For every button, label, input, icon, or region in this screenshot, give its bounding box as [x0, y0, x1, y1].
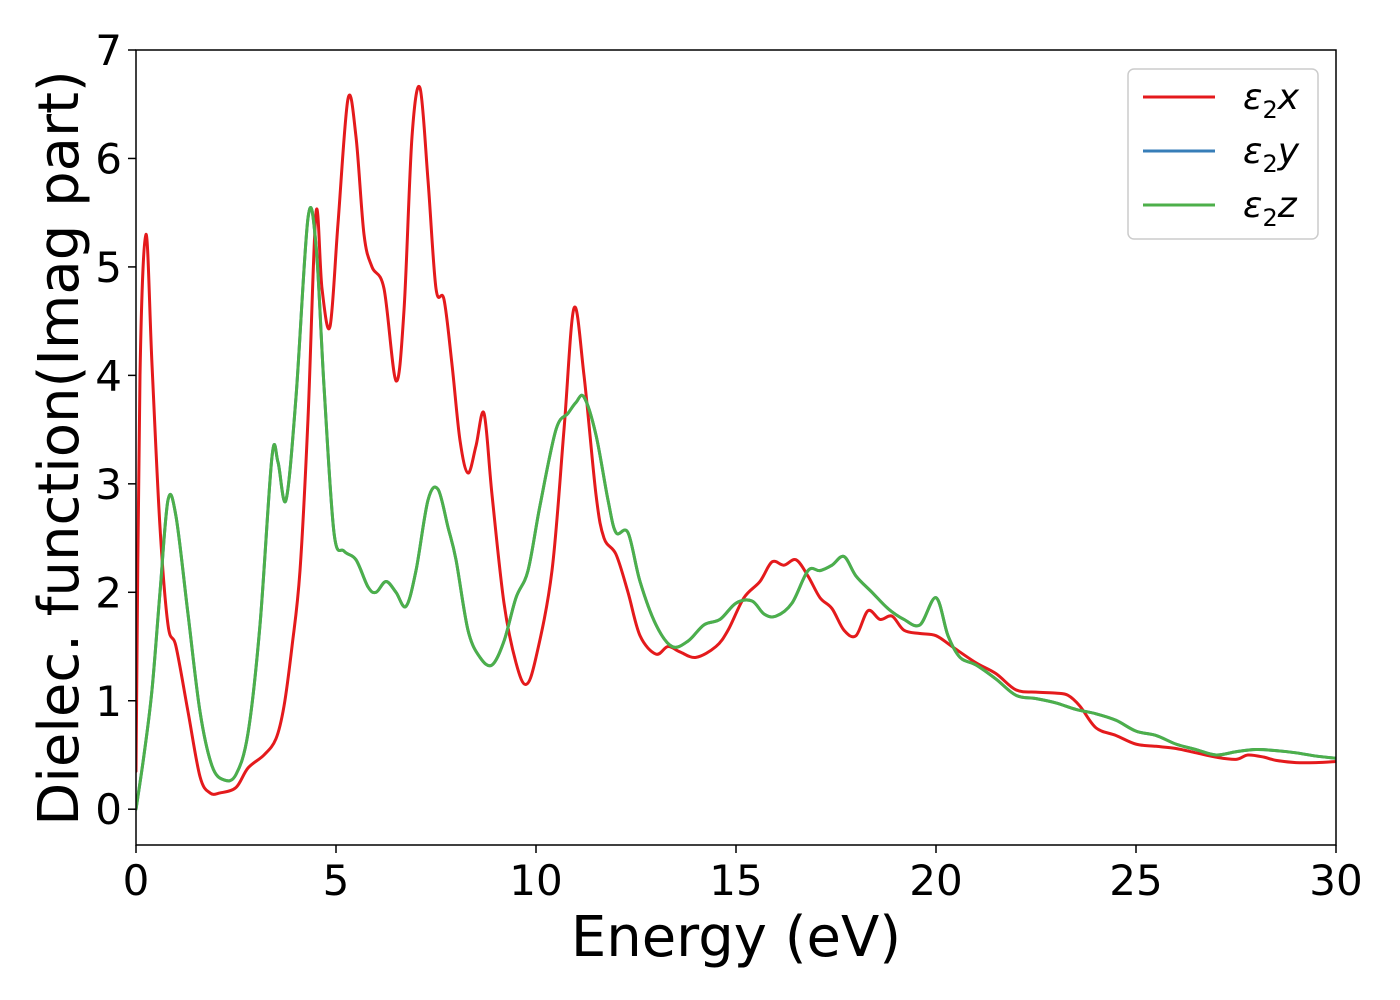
legend-label-y: ε2y — [1243, 131, 1300, 178]
y-tick-label: 3 — [95, 460, 122, 509]
legend-label-x: ε2x — [1243, 77, 1300, 124]
y-tick-label: 2 — [95, 568, 122, 617]
legend-frame — [1127, 68, 1319, 240]
x-tick-label: 0 — [123, 856, 150, 905]
x-tick-label: 5 — [323, 856, 350, 905]
series-line-1 — [136, 85, 1336, 796]
x-tick-label: 30 — [1309, 856, 1362, 905]
y-tick-label: 7 — [95, 26, 122, 75]
legend-label-z: ε2z — [1243, 185, 1298, 232]
series-line-3 — [136, 206, 1336, 811]
y-tick-label: 4 — [95, 351, 122, 400]
y-tick-label: 0 — [95, 785, 122, 834]
x-tick-label: 15 — [709, 856, 762, 905]
y-tick-label: 6 — [95, 134, 122, 183]
x-tick-label: 10 — [509, 856, 562, 905]
x-axis-label: Energy (eV) — [571, 905, 901, 970]
y-tick-label: 1 — [95, 677, 122, 726]
x-tick-label: 25 — [1109, 856, 1162, 905]
series-layer — [136, 85, 1336, 811]
series-line-2 — [136, 206, 1336, 811]
x-tick-label: 20 — [909, 856, 962, 905]
y-tick-label: 5 — [95, 243, 122, 292]
x-axis: 0 5 10 15 20 25 30 — [123, 845, 1363, 905]
y-axis: 0 1 2 3 4 5 6 7 — [95, 26, 136, 834]
legend: ε2x ε2y ε2z — [1127, 68, 1319, 240]
y-axis-label: Dielec. function(Imag part) — [27, 70, 92, 826]
